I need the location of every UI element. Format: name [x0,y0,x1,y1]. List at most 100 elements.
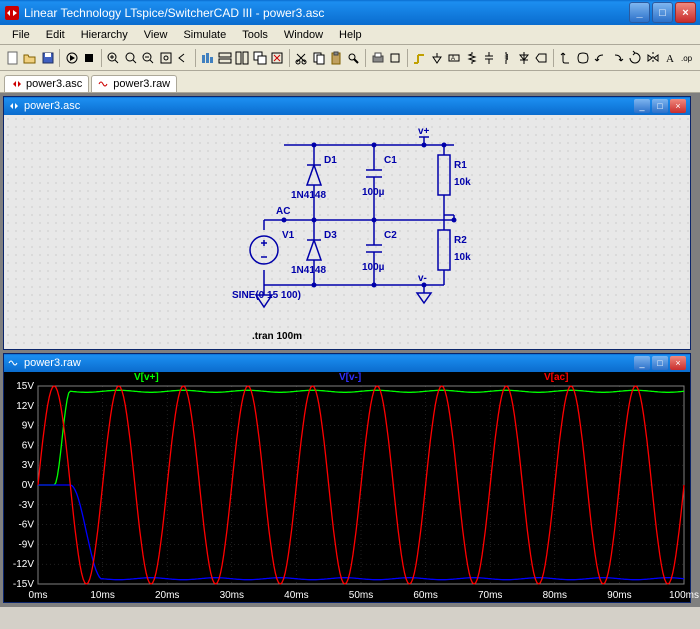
mirror-icon[interactable] [644,48,661,68]
mdi-minimize-button[interactable]: _ [634,356,650,370]
setup-icon[interactable] [386,48,403,68]
diode-icon[interactable] [515,48,532,68]
autorange-icon[interactable] [199,48,216,68]
waveform-canvas[interactable]: 15V12V9V6V3V0V-3V-6V-9V-12V-15V0ms10ms20… [4,372,690,602]
tab-waveform[interactable]: power3.raw [91,75,177,92]
spice-dir-icon[interactable]: .op [679,48,696,68]
svg-text:0ms: 0ms [29,590,48,601]
tab-label: power3.raw [113,78,170,90]
window-title: Linear Technology LTspice/SwitcherCAD II… [24,6,629,20]
tabbar: power3.asc power3.raw [0,71,700,93]
svg-text:10ms: 10ms [90,590,114,601]
zoom-pan-icon[interactable] [122,48,139,68]
menu-file[interactable]: File [4,27,38,43]
menu-hierarchy[interactable]: Hierarchy [73,27,136,43]
comp-label-c2: C2 [384,230,397,241]
mdi-schematic-titlebar[interactable]: power3.asc _ □ × [4,97,690,115]
text-icon[interactable]: A [661,48,678,68]
svg-text:A: A [451,56,455,62]
tile-v-icon[interactable] [233,48,250,68]
minimize-button[interactable]: _ [629,2,650,23]
zoom-in-icon[interactable] [105,48,122,68]
tab-schematic[interactable]: power3.asc [4,75,89,92]
menu-tools[interactable]: Tools [234,27,276,43]
schematic-canvas[interactable]: AC v+ v- V1 D1 1N4148 D3 1N4148 C1 100µ … [4,115,690,349]
spice-sine: SINE(0 15 100) [232,290,301,301]
mdi-maximize-button[interactable]: □ [652,356,668,370]
mdi-waveform-titlebar[interactable]: power3.raw _ □ × [4,354,690,372]
tile-h-icon[interactable] [216,48,233,68]
svg-text:100ms: 100ms [669,590,699,601]
menu-edit[interactable]: Edit [38,27,73,43]
schematic-icon [11,78,23,90]
mdi-close-button[interactable]: × [670,99,686,113]
print-icon[interactable] [369,48,386,68]
menubar: File Edit Hierarchy View Simulate Tools … [0,25,700,45]
svg-text:-15V: -15V [13,579,34,590]
cascade-icon[interactable] [251,48,268,68]
copy-icon[interactable] [310,48,327,68]
trace-label-vac[interactable]: V[ac] [544,372,568,383]
waveform-icon [98,78,110,90]
mdi-close-button[interactable]: × [670,356,686,370]
mdi-waveform-window: power3.raw _ □ × 15V12V9V6V3V0V-3V-6V-9V… [3,353,691,603]
menu-help[interactable]: Help [331,27,370,43]
close-button[interactable]: × [675,2,696,23]
zoom-back-icon[interactable] [174,48,191,68]
svg-text:0V: 0V [22,480,35,491]
trace-label-vminus[interactable]: V[v-] [339,372,361,383]
mdi-area: power3.asc _ □ × [0,93,700,607]
comp-label-d3: D3 [324,230,337,241]
mdi-schematic-window: power3.asc _ □ × [3,96,691,350]
component-icon[interactable] [533,48,550,68]
zoom-fit-icon[interactable] [157,48,174,68]
svg-text:70ms: 70ms [478,590,502,601]
svg-text:30ms: 30ms [220,590,244,601]
schematic-icon [8,100,20,112]
undo-icon[interactable] [592,48,609,68]
rotate-icon[interactable] [626,48,643,68]
mdi-minimize-button[interactable]: _ [634,99,650,113]
net-label-vplus: v+ [418,126,429,137]
save-icon[interactable] [39,48,56,68]
drag-icon[interactable] [574,48,591,68]
cut-icon[interactable] [293,48,310,68]
ground-icon[interactable] [428,48,445,68]
svg-text:.op: .op [681,54,693,63]
menu-view[interactable]: View [136,27,176,43]
label-net-icon[interactable]: A [446,48,463,68]
inductor-icon[interactable] [498,48,515,68]
svg-text:90ms: 90ms [607,590,631,601]
comp-val-d1: 1N4148 [291,190,326,201]
svg-text:-6V: -6V [18,520,34,531]
menu-simulate[interactable]: Simulate [175,27,234,43]
resistor-icon[interactable] [463,48,480,68]
svg-text:-3V: -3V [18,500,34,511]
menu-window[interactable]: Window [276,27,331,43]
run-icon[interactable] [63,48,80,68]
halt-icon[interactable] [80,48,97,68]
svg-text:6V: 6V [22,440,35,451]
zoom-out-icon[interactable] [140,48,157,68]
mdi-maximize-button[interactable]: □ [652,99,668,113]
open-icon[interactable] [21,48,38,68]
tab-label: power3.asc [26,78,82,90]
paste-icon[interactable] [327,48,344,68]
capacitor-icon[interactable] [480,48,497,68]
new-icon[interactable] [4,48,21,68]
trace-label-vplus[interactable]: V[v+] [134,372,159,383]
main-titlebar: Linear Technology LTspice/SwitcherCAD II… [0,0,700,25]
comp-val-c2: 100µ [362,262,384,273]
redo-icon[interactable] [609,48,626,68]
comp-val-r1: 10k [454,177,471,188]
svg-text:80ms: 80ms [543,590,567,601]
svg-text:-9V: -9V [18,539,34,550]
close-all-icon[interactable] [268,48,285,68]
net-label-vminus: v- [418,273,427,284]
find-icon[interactable] [345,48,362,68]
mdi-title: power3.raw [24,357,634,369]
move-icon[interactable] [557,48,574,68]
svg-text:A: A [666,53,674,65]
draw-wire-icon[interactable] [411,48,428,68]
maximize-button[interactable]: □ [652,2,673,23]
